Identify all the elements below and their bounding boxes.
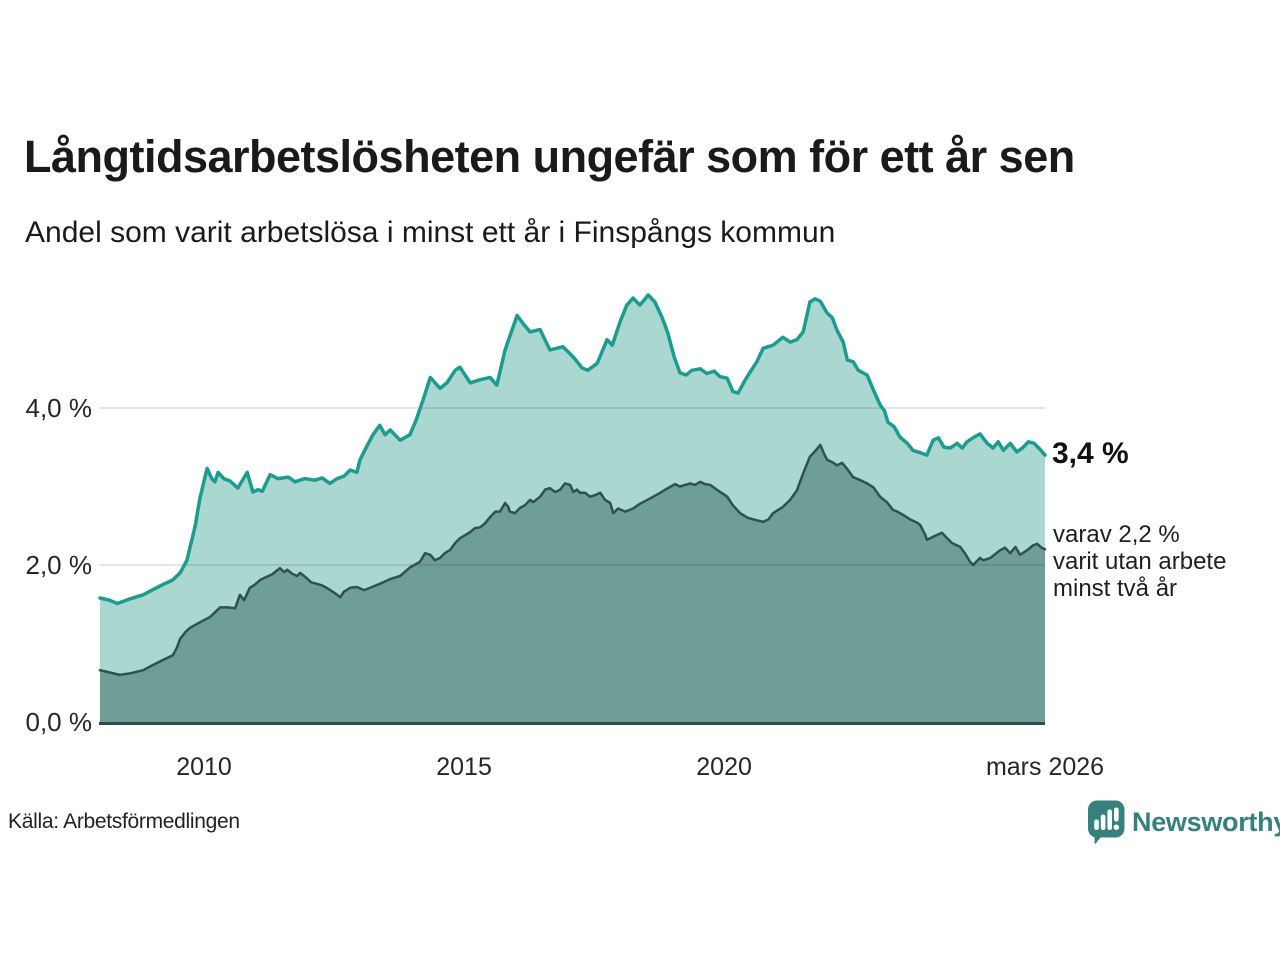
newsworthy-bubble-chart-icon [1087,800,1125,844]
y-tick-label: 0,0 % [25,707,93,737]
page-title: Långtidsarbetslösheten ungefär som för e… [24,131,1075,182]
x-tick-label: 2010 [176,753,232,781]
source-label: Källa: Arbetsförmedlingen [8,810,240,833]
area-minst-tva-ar [100,444,1045,722]
y-tick-label: 2,0 % [25,550,93,580]
newsworthy-logo: Newsworthy [1087,800,1280,846]
annotation-line: varav 2,2 % [1053,521,1180,548]
end-value-label: 3,4 % [1052,437,1129,470]
annotation-line: varit utan arbete [1053,548,1227,575]
annotation-line: minst två år [1053,575,1178,602]
x-tick-label: 2020 [696,753,752,781]
y-tick-label: 4,0 % [25,393,93,423]
newsworthy-wordmark: Newsworthy [1132,807,1280,837]
annotation-note: varav 2,2 % varit utan arbete minst två … [1053,521,1280,602]
page-subtitle: Andel som varit arbetslösa i minst ett å… [25,216,836,249]
line-minst-tva-ar [98,443,1047,677]
x-tick-label: 2015 [436,753,492,781]
x-tick-label: mars 2026 [985,753,1105,781]
line-minst-ett-ar [98,293,1047,606]
